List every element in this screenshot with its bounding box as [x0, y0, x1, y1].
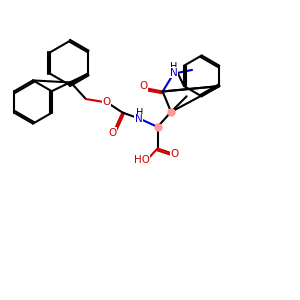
Text: O: O [170, 149, 179, 160]
Text: H: H [136, 108, 143, 118]
Text: O: O [102, 97, 110, 107]
Text: O: O [108, 128, 117, 138]
Text: N: N [170, 68, 178, 78]
Text: HO: HO [134, 154, 150, 165]
Text: O: O [139, 81, 148, 91]
Text: N: N [135, 114, 142, 124]
Text: H: H [170, 62, 178, 73]
